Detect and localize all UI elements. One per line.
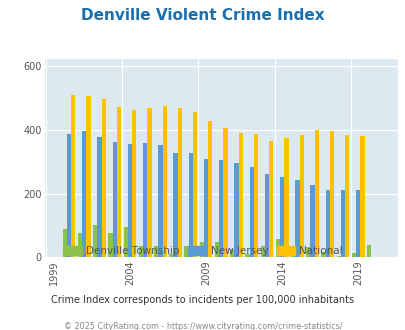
Bar xyxy=(132,110,136,257)
Bar xyxy=(238,133,242,257)
Bar xyxy=(101,99,106,257)
Bar xyxy=(321,252,325,257)
Bar xyxy=(351,253,355,257)
Bar xyxy=(340,190,344,257)
Bar xyxy=(71,95,75,257)
Bar xyxy=(290,249,294,257)
Bar xyxy=(139,246,143,257)
Bar xyxy=(299,135,303,257)
Bar xyxy=(310,185,314,257)
Bar xyxy=(192,112,197,257)
Bar xyxy=(366,245,371,257)
Bar xyxy=(188,153,192,257)
Bar xyxy=(314,130,318,257)
Bar xyxy=(223,128,227,257)
Bar xyxy=(336,256,340,257)
Legend: Denville Township, New Jersey, National: Denville Township, New Jersey, National xyxy=(59,242,346,260)
Bar xyxy=(279,177,284,257)
Text: Denville Violent Crime Index: Denville Violent Crime Index xyxy=(81,8,324,23)
Bar xyxy=(264,174,269,257)
Bar xyxy=(86,96,90,257)
Bar xyxy=(108,233,112,257)
Bar xyxy=(284,138,288,257)
Bar xyxy=(143,144,147,257)
Bar xyxy=(294,180,299,257)
Bar xyxy=(147,108,151,257)
Bar xyxy=(208,121,212,257)
Bar xyxy=(93,225,97,257)
Bar xyxy=(123,227,128,257)
Bar xyxy=(184,246,188,257)
Text: © 2025 CityRating.com - https://www.cityrating.com/crime-statistics/: © 2025 CityRating.com - https://www.city… xyxy=(64,322,341,330)
Bar xyxy=(78,233,82,257)
Bar xyxy=(117,107,121,257)
Bar xyxy=(245,253,249,257)
Bar xyxy=(230,249,234,257)
Bar xyxy=(112,142,117,257)
Bar xyxy=(360,136,364,257)
Bar xyxy=(325,190,329,257)
Bar xyxy=(177,108,181,257)
Bar xyxy=(128,144,132,257)
Bar xyxy=(234,163,238,257)
Bar xyxy=(249,167,253,257)
Bar xyxy=(260,246,264,257)
Bar xyxy=(355,190,360,257)
Bar xyxy=(253,134,258,257)
Bar xyxy=(158,145,162,257)
Bar xyxy=(219,160,223,257)
Text: Crime Index corresponds to incidents per 100,000 inhabitants: Crime Index corresponds to incidents per… xyxy=(51,295,354,305)
Bar xyxy=(173,153,177,257)
Bar xyxy=(97,137,101,257)
Bar xyxy=(169,254,173,257)
Bar xyxy=(344,135,349,257)
Bar xyxy=(329,131,333,257)
Bar xyxy=(153,246,158,257)
Bar xyxy=(269,141,273,257)
Bar xyxy=(162,106,166,257)
Bar xyxy=(82,131,86,257)
Bar xyxy=(62,229,67,257)
Bar xyxy=(203,159,208,257)
Bar xyxy=(67,134,71,257)
Bar xyxy=(199,242,203,257)
Bar xyxy=(275,239,279,257)
Bar xyxy=(305,247,310,257)
Bar xyxy=(214,242,219,257)
